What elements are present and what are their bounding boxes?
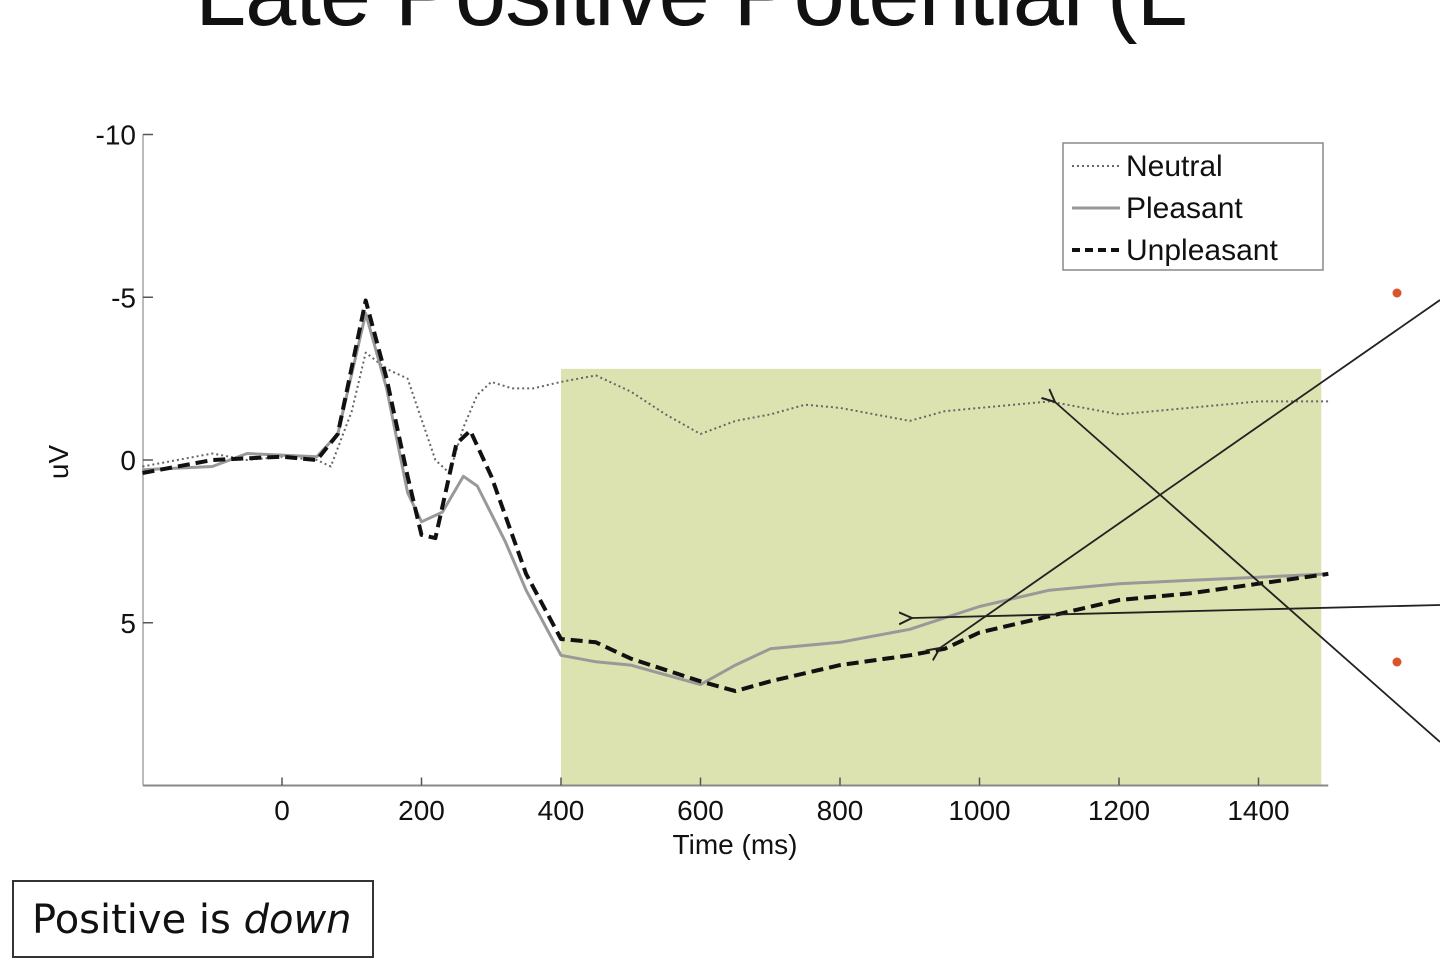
legend-label: Pleasant	[1126, 192, 1243, 225]
legend-label: Unpleasant	[1126, 234, 1278, 267]
positive-is-down-note: Positive is down	[12, 880, 374, 958]
series-line-neutral	[142, 351, 1329, 474]
x-tick-label: 1400	[1227, 795, 1289, 826]
annotation-arrow	[940, 299, 1440, 648]
x-axis-label: Time (ms)	[673, 829, 798, 860]
x-tick-label: 200	[398, 795, 445, 826]
x-tick-label: 0	[274, 795, 290, 826]
x-tick-label: 1000	[948, 795, 1010, 826]
bullet-icon	[1392, 657, 1402, 667]
legend-label: Neutral	[1126, 150, 1223, 183]
x-tick-label: 600	[677, 795, 724, 826]
annotation-arrow	[1055, 402, 1440, 743]
y-tick-label: -5	[111, 282, 136, 313]
y-tick-label: -10	[96, 120, 136, 151]
y-tick-label: 5	[120, 608, 136, 639]
legend-box	[1062, 142, 1324, 271]
shaded-region	[561, 368, 1322, 786]
annotation-arrow	[912, 604, 1440, 618]
series-line-unpleasant	[142, 298, 1329, 694]
x-tick-label: 800	[817, 795, 864, 826]
x-tick-label: 1200	[1088, 795, 1150, 826]
bullet-icon	[1392, 288, 1402, 298]
note-text: Positive is	[32, 897, 244, 943]
note-emphasis: down	[243, 897, 352, 943]
x-tick-label: 400	[538, 795, 585, 826]
y-tick-label: 0	[120, 445, 136, 476]
slide-title: Late Positive Potential (L	[195, 0, 1188, 47]
y-axis-label: uV	[43, 445, 74, 480]
